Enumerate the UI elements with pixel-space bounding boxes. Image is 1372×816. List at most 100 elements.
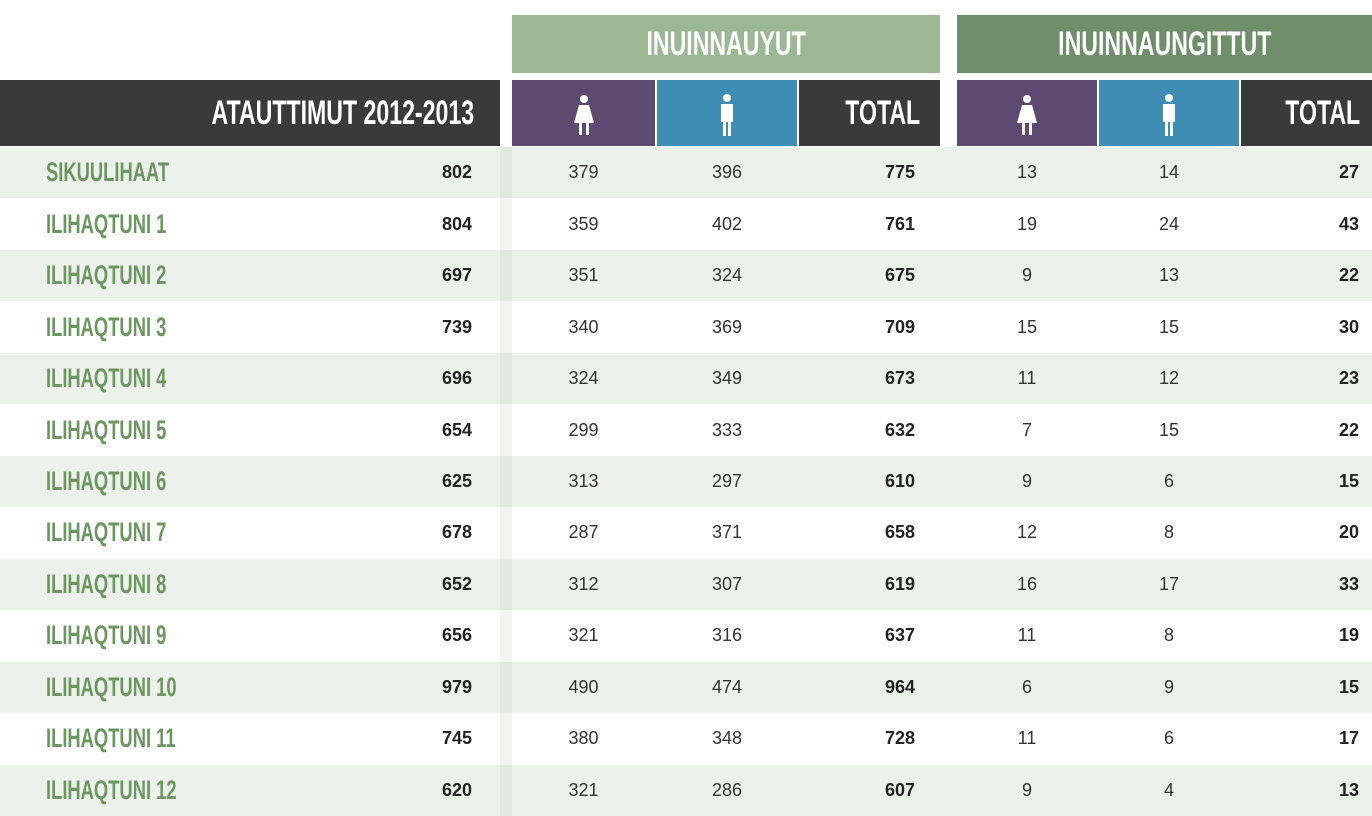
value-cell: 312 xyxy=(512,559,655,610)
row-label-cell: ILIHAQTUNI 9 xyxy=(46,610,396,661)
table-body: SIKUULIHAAT 802 379 396 775 13 14 27 ILIHAQTUNI … xyxy=(0,147,1372,816)
value-cell: 9 xyxy=(1099,662,1239,713)
value-cell: 359 xyxy=(512,198,655,249)
count-value: 371 xyxy=(711,522,743,543)
total-value: 607 xyxy=(884,779,915,800)
count-value: 316 xyxy=(711,625,743,646)
value-cell: 697 xyxy=(400,250,472,301)
count-value: 324 xyxy=(568,368,599,389)
count-value: 7 xyxy=(1021,419,1032,440)
value-cell: 351 xyxy=(512,250,655,301)
value-cell: 9 xyxy=(957,250,1097,301)
count-value: 321 xyxy=(568,625,599,646)
table-row: ILIHAQTUNI 8 652 312 307 619 16 17 33 xyxy=(0,558,1372,611)
value-cell: 379 xyxy=(512,147,655,198)
count-value: 19 xyxy=(1016,213,1038,234)
value-cell: 15 xyxy=(1241,662,1359,713)
group2-header: INUINNAUNGITTUT xyxy=(957,15,1372,73)
value-cell: 324 xyxy=(512,353,655,404)
table-row: ILIHAQTUNI 5 654 299 333 632 7 15 22 xyxy=(0,404,1372,456)
separator xyxy=(500,764,512,816)
male-header xyxy=(1099,80,1239,146)
total-value: 27 xyxy=(1338,162,1359,183)
table-row: ILIHAQTUNI 3 739 340 369 709 15 15 30 xyxy=(0,301,1372,353)
total-value: 709 xyxy=(884,316,915,337)
value-cell: 22 xyxy=(1241,404,1359,455)
value-cell: 287 xyxy=(512,507,655,558)
count-value: 11 xyxy=(1017,625,1037,646)
value-cell: 23 xyxy=(1241,353,1359,404)
value-cell: 654 xyxy=(400,404,472,455)
separator xyxy=(500,661,512,714)
count-value: 340 xyxy=(568,316,599,337)
row-label-cell: ILIHAQTUNI 4 xyxy=(46,353,396,404)
value-cell: 24 xyxy=(1099,198,1239,249)
total-value: 964 xyxy=(884,676,915,697)
total-label: TOTAL xyxy=(1285,94,1360,132)
separator xyxy=(500,610,512,662)
count-value: 369 xyxy=(711,316,743,337)
separator xyxy=(500,352,512,405)
table-row: ILIHAQTUNI 10 979 490 474 964 6 9 15 xyxy=(0,661,1372,714)
count-value: 474 xyxy=(711,676,743,697)
count-value: 9 xyxy=(1021,470,1032,491)
total-value: 15 xyxy=(1338,470,1359,491)
value-cell: 804 xyxy=(400,198,472,249)
value-cell: 11 xyxy=(957,610,1097,661)
value-cell: 6 xyxy=(1099,456,1239,507)
value-cell: 14 xyxy=(1099,147,1239,198)
count-value: 8 xyxy=(1163,522,1174,543)
count-value: 297 xyxy=(711,470,743,491)
value-cell: 348 xyxy=(657,713,797,764)
value-cell: 324 xyxy=(657,250,797,301)
total-value: 619 xyxy=(884,573,915,594)
table-row: ILIHAQTUNI 9 656 321 316 637 11 8 19 xyxy=(0,610,1372,662)
value-cell: 307 xyxy=(657,559,797,610)
count-value: 13 xyxy=(1158,265,1180,286)
value-cell: 775 xyxy=(799,147,915,198)
total-value: 17 xyxy=(1338,728,1359,749)
value-cell: 313 xyxy=(512,456,655,507)
value-cell: 12 xyxy=(957,507,1097,558)
separator xyxy=(500,507,512,559)
value-cell: 43 xyxy=(1241,198,1359,249)
value-cell: 652 xyxy=(400,559,472,610)
total-value: 23 xyxy=(1338,368,1359,389)
table-row: ILIHAQTUNI 1 804 359 402 761 19 24 43 xyxy=(0,198,1372,250)
count-value: 9 xyxy=(1021,779,1032,800)
row-label: ILIHAQTUNI 1 xyxy=(46,208,167,239)
count-value: 14 xyxy=(1158,162,1180,183)
value-cell: 619 xyxy=(799,559,915,610)
total-value: 804 xyxy=(441,213,472,234)
value-cell: 620 xyxy=(400,765,472,816)
value-cell: 19 xyxy=(1241,610,1359,661)
value-cell: 16 xyxy=(957,559,1097,610)
row-label: ILIHAQTUNI 7 xyxy=(46,517,167,548)
table-row: ILIHAQTUNI 2 697 351 324 675 9 13 22 xyxy=(0,249,1372,302)
value-cell: 321 xyxy=(512,610,655,661)
total-value: 745 xyxy=(441,728,472,749)
separator xyxy=(500,404,512,456)
total-value: 625 xyxy=(441,470,472,491)
separator xyxy=(500,301,512,353)
count-value: 349 xyxy=(711,368,743,389)
row-label: ILIHAQTUNI 6 xyxy=(46,465,167,496)
count-value: 348 xyxy=(711,728,743,749)
row-label-cell: ILIHAQTUNI 10 xyxy=(46,662,396,713)
count-value: 15 xyxy=(1158,419,1180,440)
value-cell: 11 xyxy=(957,353,1097,404)
value-cell: 678 xyxy=(400,507,472,558)
table-row: ILIHAQTUNI 4 696 324 349 673 11 12 23 xyxy=(0,352,1372,405)
total-value: 15 xyxy=(1338,676,1359,697)
count-value: 24 xyxy=(1158,213,1180,234)
row-label-cell: ILIHAQTUNI 5 xyxy=(46,404,396,455)
value-cell: 27 xyxy=(1241,147,1359,198)
count-value: 379 xyxy=(568,162,599,183)
value-cell: 6 xyxy=(957,662,1097,713)
total-value: 656 xyxy=(441,625,472,646)
row-label-cell: ILIHAQTUNI 7 xyxy=(46,507,396,558)
total-header: TOTAL xyxy=(1241,80,1372,146)
value-cell: 369 xyxy=(657,301,797,352)
count-value: 11 xyxy=(1017,368,1037,389)
